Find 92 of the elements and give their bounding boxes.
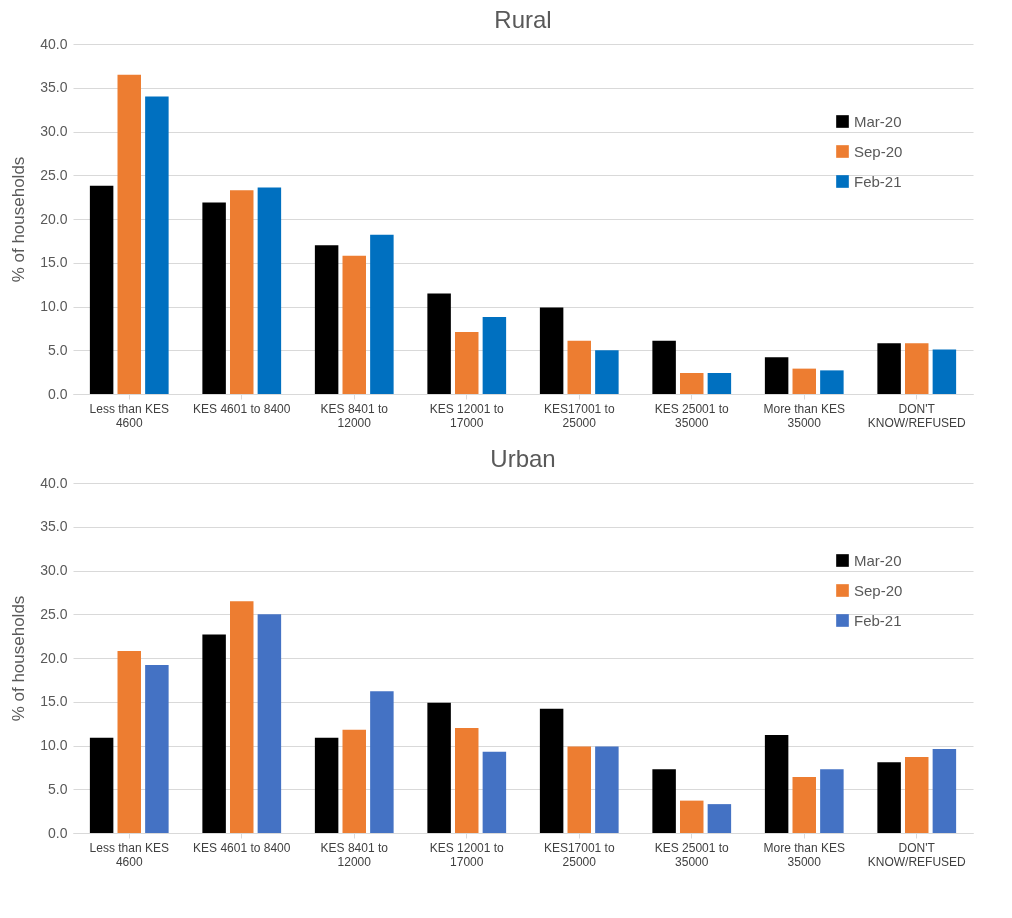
bar xyxy=(820,769,844,833)
legend-label: Mar-20 xyxy=(854,112,902,130)
x-tick-label: DON'T KNOW/REFUSED xyxy=(867,840,967,869)
x-tick-label: Less than KES 4600 xyxy=(89,401,169,430)
bar xyxy=(202,634,226,833)
y-tick-label: 35.0 xyxy=(40,518,68,535)
bar xyxy=(652,340,676,394)
bar xyxy=(89,185,114,394)
y-tick-label: 20.0 xyxy=(40,649,68,666)
y-tick-label: 0.0 xyxy=(48,824,68,841)
y-tick-label: 40.0 xyxy=(40,35,68,52)
y-tick-label: 35.0 xyxy=(40,79,68,96)
x-tick-label: KES 25001 to 35000 xyxy=(654,401,730,430)
x-tick-label: KES17001 to 25000 xyxy=(543,401,615,430)
bar xyxy=(680,373,704,394)
chart-title: Rural xyxy=(494,6,552,33)
bar xyxy=(145,665,169,833)
chart-title: Urban xyxy=(490,445,556,472)
bar xyxy=(905,343,929,394)
x-tick-label: More than KES 35000 xyxy=(763,401,845,430)
bar xyxy=(652,769,676,833)
bar xyxy=(314,245,339,394)
bar xyxy=(370,234,394,394)
bar xyxy=(539,307,564,394)
bar xyxy=(342,729,366,833)
bar xyxy=(257,614,282,833)
x-tick-label: KES 12001 to 17000 xyxy=(429,840,505,869)
bar xyxy=(117,74,141,394)
bar xyxy=(230,601,254,833)
bar xyxy=(455,728,479,833)
y-tick-label: 20.0 xyxy=(40,210,68,227)
y-tick-label: 30.0 xyxy=(40,562,68,578)
x-tick-label: KES 8401 to 12000 xyxy=(320,840,389,869)
y-axis-title: % of households xyxy=(9,595,29,722)
bar xyxy=(117,651,141,833)
bar xyxy=(427,702,451,833)
bar xyxy=(89,737,114,833)
legend-label: Feb-21 xyxy=(854,172,902,190)
y-tick-label: 0.0 xyxy=(48,385,68,402)
y-tick-label: 30.0 xyxy=(40,123,68,139)
x-tick-label: KES 4601 to 8400 xyxy=(193,401,291,416)
bar xyxy=(370,691,394,833)
bar xyxy=(314,737,339,833)
bar xyxy=(707,804,732,833)
bar xyxy=(932,749,957,833)
y-tick-label: 5.0 xyxy=(48,780,68,797)
bar xyxy=(455,331,479,394)
y-tick-label: 15.0 xyxy=(40,254,68,271)
bar xyxy=(482,751,507,833)
bar xyxy=(427,293,451,394)
bar xyxy=(595,746,619,833)
y-tick-label: 40.0 xyxy=(40,474,68,491)
legend-label: Sep-20 xyxy=(854,581,903,599)
x-tick-label: Less than KES 4600 xyxy=(89,840,169,869)
bar xyxy=(764,735,789,833)
bar xyxy=(820,370,844,394)
x-tick-label: KES17001 to 25000 xyxy=(543,840,615,869)
bar xyxy=(257,187,282,394)
y-axis-title: % of households xyxy=(9,156,29,283)
bar xyxy=(567,746,591,833)
x-tick-label: DON'T KNOW/REFUSED xyxy=(867,401,967,430)
x-tick-label: KES 4601 to 8400 xyxy=(193,840,291,855)
x-tick-label: KES 25001 to 35000 xyxy=(654,840,730,869)
bar xyxy=(905,756,929,833)
bar xyxy=(482,317,507,394)
y-tick-label: 25.0 xyxy=(40,605,68,622)
bar xyxy=(202,202,226,394)
bar xyxy=(877,343,901,394)
bar xyxy=(680,800,704,833)
x-tick-label: KES 12001 to 17000 xyxy=(429,401,505,430)
bar xyxy=(595,350,619,394)
bar xyxy=(792,777,816,833)
bar xyxy=(539,708,564,833)
bar xyxy=(792,368,816,394)
bar xyxy=(877,762,901,833)
bar xyxy=(145,96,169,394)
legend-label: Mar-20 xyxy=(854,551,902,569)
bar xyxy=(932,349,957,394)
y-tick-label: 15.0 xyxy=(40,693,68,710)
bar xyxy=(230,190,254,394)
y-tick-label: 10.0 xyxy=(40,298,68,314)
bar xyxy=(567,340,591,394)
x-tick-label: More than KES 35000 xyxy=(763,840,845,869)
y-tick-label: 5.0 xyxy=(48,341,68,358)
legend-label: Feb-21 xyxy=(854,611,902,629)
bar xyxy=(342,255,366,394)
legend-label: Sep-20 xyxy=(854,142,903,160)
bar xyxy=(764,357,789,394)
y-tick-label: 10.0 xyxy=(40,737,68,753)
x-tick-label: KES 8401 to 12000 xyxy=(320,401,389,430)
y-tick-label: 25.0 xyxy=(40,166,68,183)
bar xyxy=(707,373,732,394)
